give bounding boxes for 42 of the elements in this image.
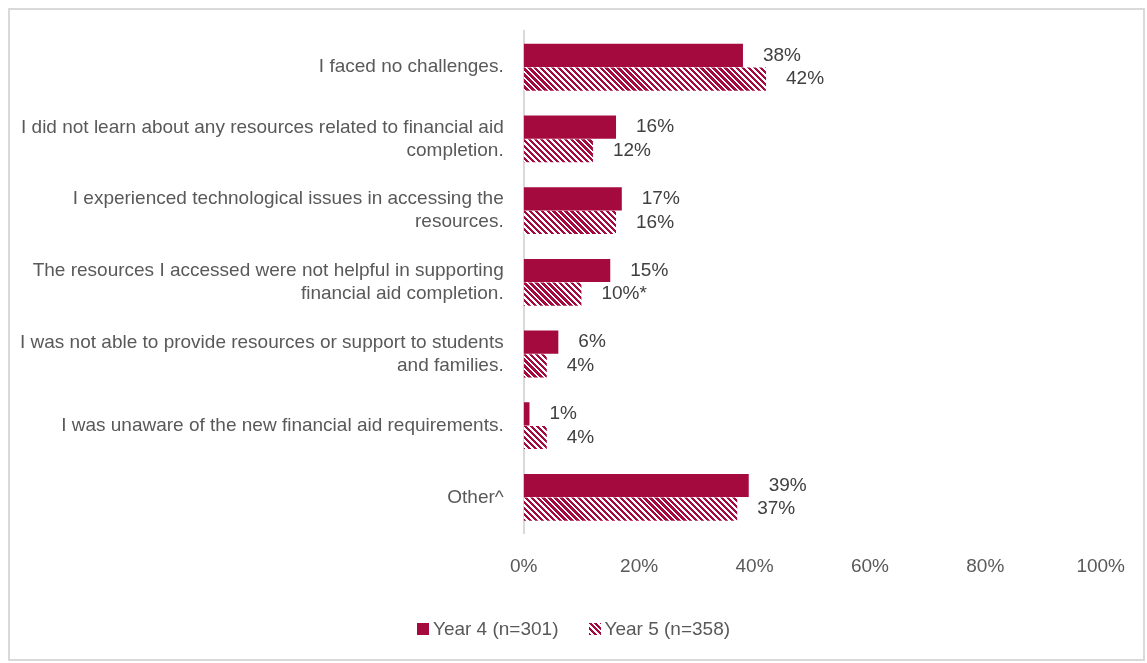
data-label: 16%	[636, 115, 675, 137]
legend-label: Year 4 (n=301)	[432, 618, 559, 640]
y-tick-label: I was unaware of the new financial aid requirements.	[61, 413, 504, 435]
x-tick-label: 0%	[509, 554, 538, 576]
data-label: 10%*	[601, 282, 648, 304]
bar	[523, 497, 738, 521]
data-label: 37%	[757, 497, 796, 519]
bar	[523, 43, 743, 68]
data-label: 16%	[636, 210, 675, 232]
bar	[523, 282, 582, 306]
data-label: 38%	[762, 43, 802, 65]
data-label: 39%	[768, 473, 807, 495]
data-label: 12%	[612, 138, 652, 160]
bar	[523, 67, 767, 91]
y-tick-label: I faced no challenges.	[318, 55, 504, 77]
y-tick-label: I experienced technological issues in accessing the resources.	[72, 187, 504, 232]
bar	[523, 330, 559, 354]
bar	[523, 473, 749, 498]
data-label: 1%	[549, 402, 578, 424]
y-tick-label: I was not able to provide resources or support to students and families.	[19, 330, 504, 375]
data-label: 4%	[566, 354, 595, 376]
bar	[523, 187, 622, 211]
x-tick-label: 100%	[1076, 554, 1126, 576]
x-tick-label: 40%	[735, 554, 774, 576]
y-tick-label: Other^	[447, 485, 504, 507]
data-label: 4%	[566, 425, 595, 447]
data-label: 15%	[630, 258, 669, 280]
bar	[523, 115, 617, 139]
y-tick-label: I did not learn about any resources related to financial aid completion.	[21, 115, 504, 160]
legend-label: Year 5 (n=358)	[604, 618, 731, 640]
bar	[523, 139, 593, 163]
bar	[523, 258, 611, 283]
y-tick-label: The resources I accessed were not helpful in supporting financial aid completion.	[32, 259, 504, 303]
bar	[523, 425, 547, 450]
data-label: 42%	[786, 67, 825, 89]
x-tick-label: 20%	[620, 554, 659, 576]
x-tick-label: 60%	[850, 554, 890, 576]
data-label: 17%	[641, 187, 680, 209]
data-label: 6%	[578, 330, 606, 352]
bar	[523, 210, 617, 235]
x-tick-label: 80%	[966, 554, 1005, 576]
bar	[523, 354, 547, 378]
